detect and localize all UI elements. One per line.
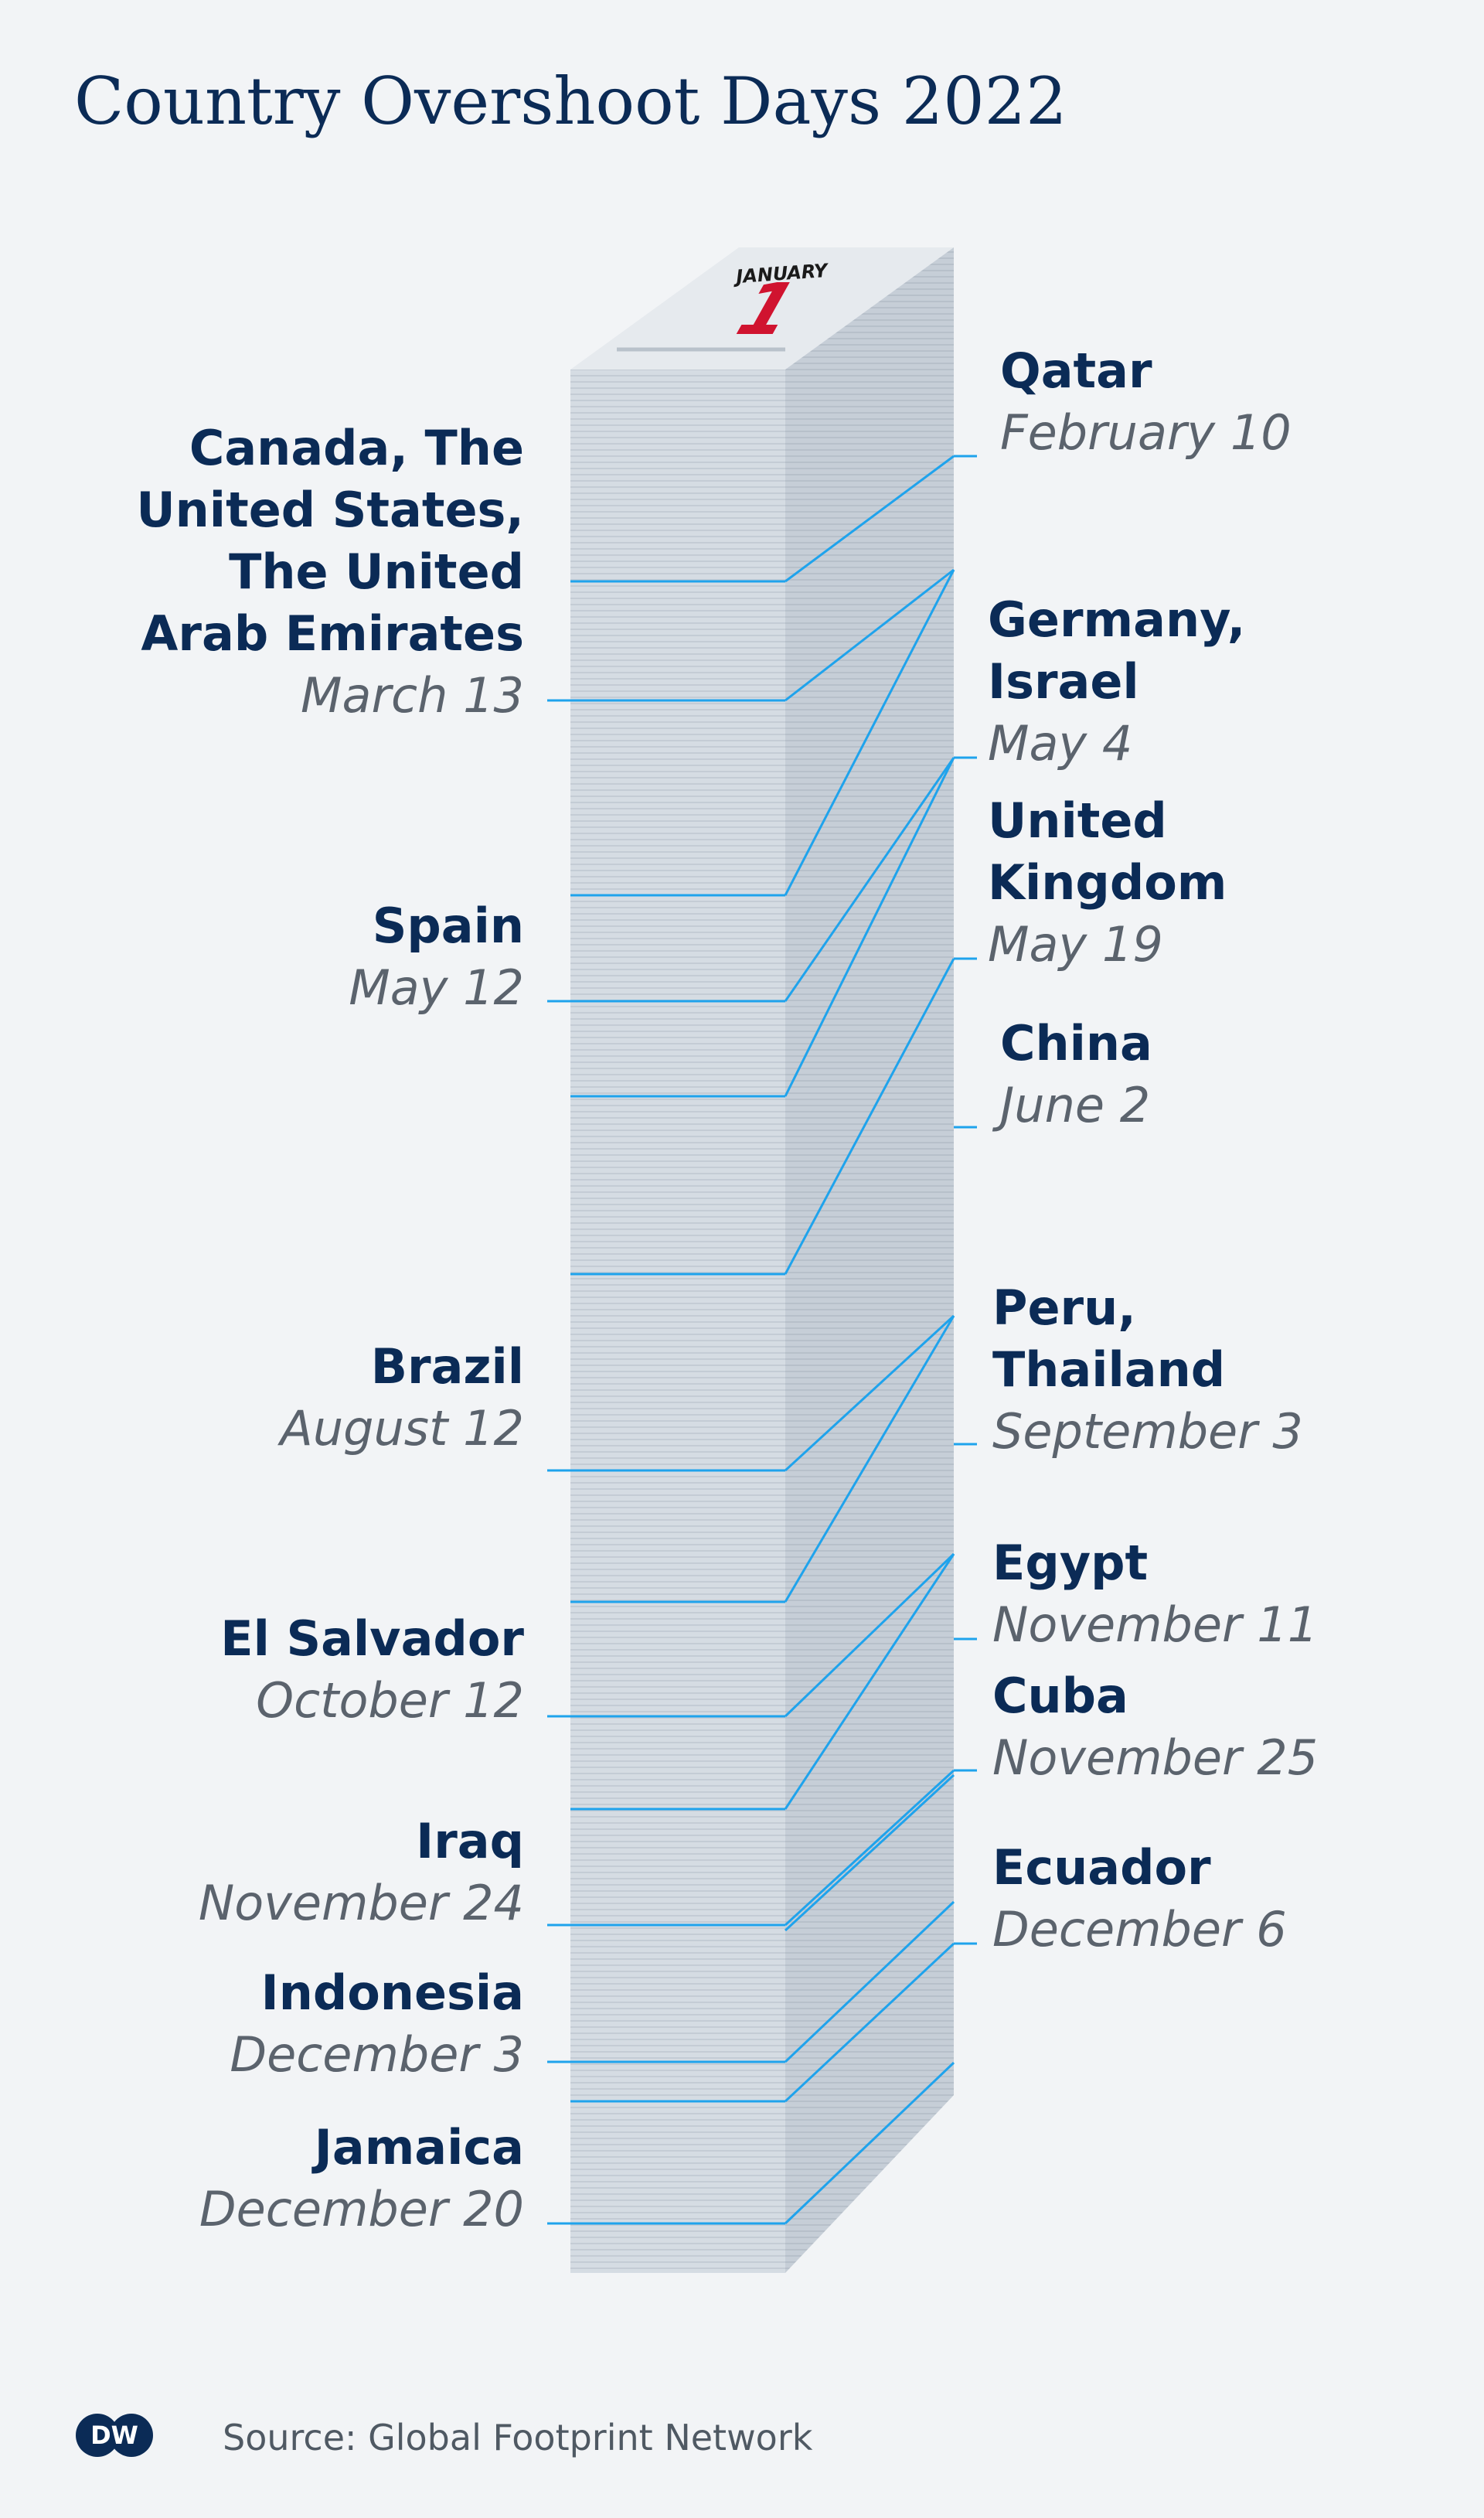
label-right-3: China June 2	[1000, 1013, 1152, 1136]
overshoot-date: October 12	[256, 1672, 524, 1729]
connector-diag-right-3	[784, 958, 955, 1275]
connector-diag-left-0	[785, 568, 955, 702]
label-right-2: United Kingdom May 19	[988, 790, 1227, 976]
overshoot-date: December 3	[230, 2026, 524, 2083]
overshoot-date: September 3	[992, 1403, 1303, 1460]
label-right-4: Peru, Thailand September 3	[992, 1277, 1303, 1463]
stack-side-face	[785, 247, 954, 2273]
country-name: China	[1000, 1015, 1152, 1072]
label-left-5: Indonesia December 3	[230, 1962, 524, 2086]
country-name: Cuba	[992, 1668, 1128, 1724]
connector-diag-right-7	[784, 1774, 955, 1932]
overshoot-date: December 20	[199, 2181, 524, 2237]
overshoot-date: November 11	[992, 1596, 1319, 1653]
connector-diag-left-5	[784, 2061, 955, 2225]
connector-diag-right-5	[784, 1553, 955, 1810]
label-right-1: Germany, Israel May 4	[988, 589, 1245, 775]
label-right-5: Egypt November 11	[992, 1532, 1318, 1656]
connector-diag-right-8	[784, 1942, 955, 2103]
overshoot-date: November 24	[198, 1875, 524, 1931]
connector-diag-right-0	[785, 455, 955, 583]
overshoot-date: August 12	[280, 1400, 524, 1457]
footer: DW	[74, 2412, 155, 2458]
label-right-7: Ecuador December 6	[992, 1837, 1287, 1961]
country-name: Canada, The United States, The United Ar…	[136, 420, 524, 662]
country-name: El Salvador	[220, 1610, 524, 1667]
dw-logo-text: DW	[90, 2421, 138, 2450]
connector-lines	[547, 455, 977, 2225]
country-name: Brazil	[370, 1338, 524, 1395]
country-name: Indonesia	[260, 1964, 524, 2021]
overshoot-date: November 25	[992, 1729, 1319, 1786]
page-title: Country Overshoot Days 2022	[74, 63, 1067, 139]
overshoot-date: February 10	[1000, 404, 1292, 461]
connector-diag-right-4	[784, 1315, 955, 1603]
overshoot-date: March 13	[301, 667, 524, 724]
overshoot-date: June 2	[1000, 1077, 1151, 1133]
connector-diag-left-2	[784, 1314, 955, 1472]
country-name: Germany, Israel	[988, 591, 1246, 710]
country-name: Egypt	[992, 1535, 1149, 1591]
stack-front-face	[570, 370, 785, 2273]
label-left-4: Iraq November 24	[199, 1811, 524, 1934]
country-name: Spain	[372, 898, 524, 954]
overshoot-date: December 6	[992, 1901, 1287, 1957]
overshoot-date: May 4	[988, 715, 1133, 772]
overshoot-date: May 12	[349, 959, 524, 1016]
country-name: Peru, Thailand	[992, 1279, 1226, 1398]
overshoot-date: May 19	[988, 916, 1163, 973]
label-right-0: Qatar February 10	[1000, 340, 1292, 464]
stack-top-face	[570, 247, 954, 370]
label-left-6: Jamaica December 20	[199, 2117, 524, 2240]
connector-diag-left-4	[784, 1900, 955, 2063]
connector-diag-right-6	[784, 1769, 955, 1927]
country-name: Iraq	[416, 1813, 524, 1869]
connector-diag-right-2	[784, 757, 955, 1097]
dw-logo: DW	[76, 2414, 153, 2457]
country-name: Ecuador	[992, 1839, 1211, 1896]
source-note: Source: Global Footprint Network	[223, 2417, 813, 2458]
label-left-3: El Salvador October 12	[220, 1608, 524, 1732]
label-left-1: Spain May 12	[349, 895, 524, 1019]
connector-diag-right-1	[784, 569, 955, 896]
country-name: Qatar	[1000, 342, 1152, 399]
label-left-2: Brazil August 12	[280, 1336, 524, 1460]
connector-diag-left-1	[784, 757, 955, 1002]
label-left-0: Canada, The United States, The United Ar…	[136, 417, 524, 727]
country-name: Jamaica	[314, 2119, 524, 2176]
country-name: United Kingdom	[988, 792, 1227, 911]
label-right-6: Cuba November 25	[992, 1665, 1318, 1789]
connector-diag-left-3	[784, 1552, 955, 1718]
